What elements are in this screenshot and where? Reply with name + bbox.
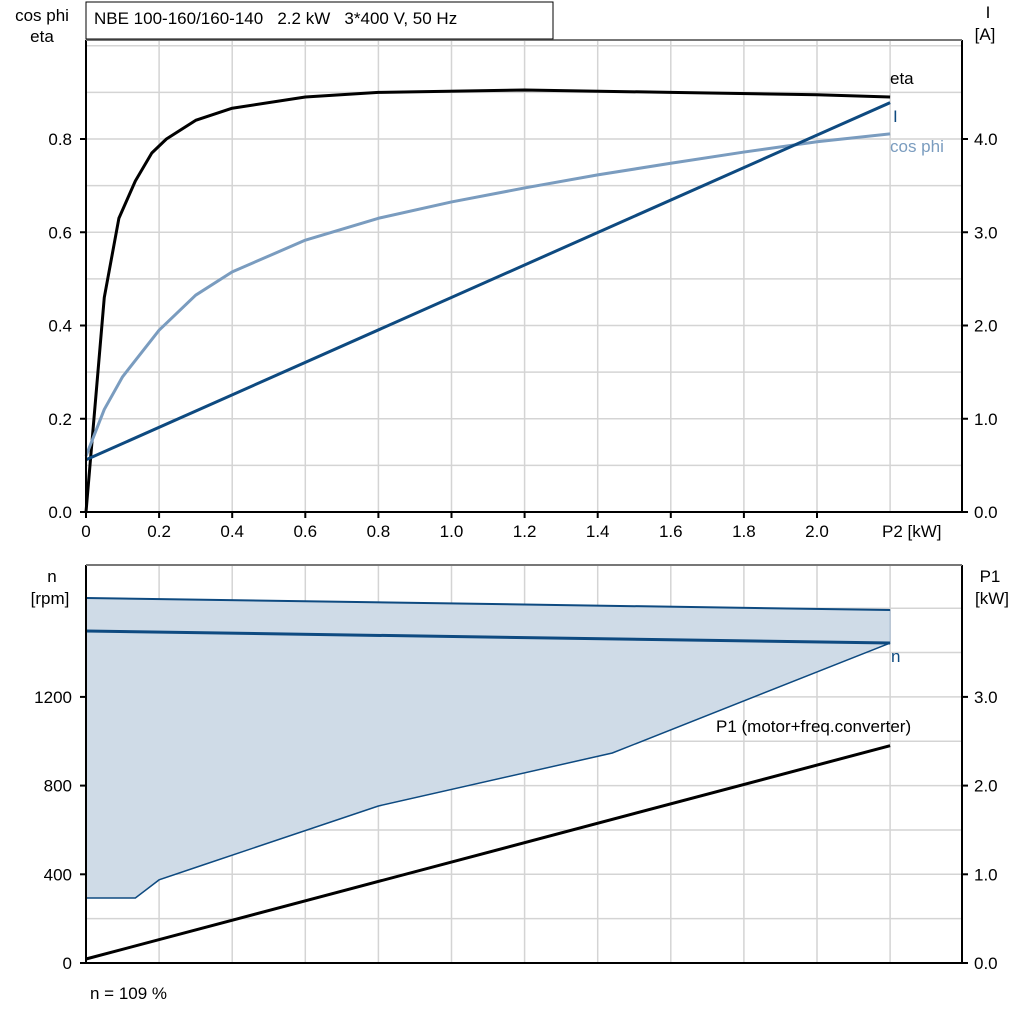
right-ylabel-top-2: [A] — [975, 25, 996, 44]
series-label-eta: eta — [890, 69, 914, 88]
title-box — [85, 1, 554, 40]
y-tick-label-right: 4.0 — [974, 130, 998, 149]
left-ylabel-top-1: cos phi — [15, 6, 69, 25]
x-tick-label: 2.0 — [805, 522, 829, 541]
x-tick-label: 0.6 — [293, 522, 317, 541]
x-tick-label: 0 — [81, 522, 90, 541]
y-tick-label-left: 0.2 — [48, 410, 72, 429]
x-tick-label: 0.2 — [147, 522, 171, 541]
series-line-cos-phi — [84, 132, 891, 457]
right-ylabel-bottom-2: [kW] — [975, 589, 1009, 608]
y-tick-label-left: 0.0 — [48, 503, 72, 522]
n-min-line — [86, 642, 891, 899]
y-tick-label-left: 1200 — [34, 688, 72, 707]
y-tick-label-left: 0.4 — [48, 317, 72, 336]
y-tick-label-right: 0.0 — [974, 954, 998, 973]
x-tick-label: 1.0 — [440, 522, 464, 541]
y-tick-label-left: 0.6 — [48, 223, 72, 242]
chart-title: NBE 100-160/160-140 2.2 kW 3*400 V, 50 H… — [94, 9, 457, 28]
top-grid — [86, 40, 962, 512]
y-tick-label-right: 3.0 — [974, 688, 998, 707]
x-tick-label: 1.4 — [586, 522, 610, 541]
left-ylabel-bottom-2: [rpm] — [31, 589, 70, 608]
series-label-cos-phi: cos phi — [890, 137, 944, 156]
series-line-i — [85, 101, 891, 462]
n-max-line — [85, 596, 891, 611]
x-tick-label: 0.8 — [367, 522, 391, 541]
y-tick-label-right: 1.0 — [974, 865, 998, 884]
left-ylabel-top-2: eta — [30, 27, 54, 46]
x-tick-label: 1.2 — [513, 522, 537, 541]
x-tick-label: 1.8 — [732, 522, 756, 541]
series-label-p1: P1 (motor+freq.converter) — [716, 717, 911, 736]
series-label-n: n — [891, 647, 900, 666]
y-tick-label-left: 400 — [44, 865, 72, 884]
left-ylabel-bottom-1: n — [47, 567, 56, 586]
series-line-eta — [84, 88, 891, 513]
axes: 0 0.2 0.4 0.6 0.8 1.0 1.2 1.4 1.6 1.8 2.0 0.0 0.2 0.4… — [34, 39, 998, 973]
x-tick-label: 1.6 — [659, 522, 683, 541]
y-tick-label-left: 800 — [44, 777, 72, 796]
right-ylabel-bottom-1: P1 — [980, 567, 1001, 586]
series-label-i: I — [893, 107, 898, 126]
y-tick-label-right: 0.0 — [974, 503, 998, 522]
right-ylabel-top-1: I — [986, 3, 991, 22]
series-line-p1 — [85, 744, 891, 961]
y-tick-label-right: 1.0 — [974, 410, 998, 429]
footnote: n = 109 % — [90, 984, 167, 1003]
xlabel: P2 [kW] — [882, 522, 942, 541]
y-tick-label-right: 2.0 — [974, 777, 998, 796]
y-tick-label-left: 0.8 — [48, 130, 72, 149]
chart-marks — [84, 88, 891, 961]
y-tick-label-right: 3.0 — [974, 223, 998, 242]
y-tick-label-left: 0 — [63, 954, 72, 973]
y-tick-label-right: 2.0 — [974, 317, 998, 336]
series-line-n — [85, 629, 891, 645]
x-tick-label: 0.4 — [220, 522, 244, 541]
